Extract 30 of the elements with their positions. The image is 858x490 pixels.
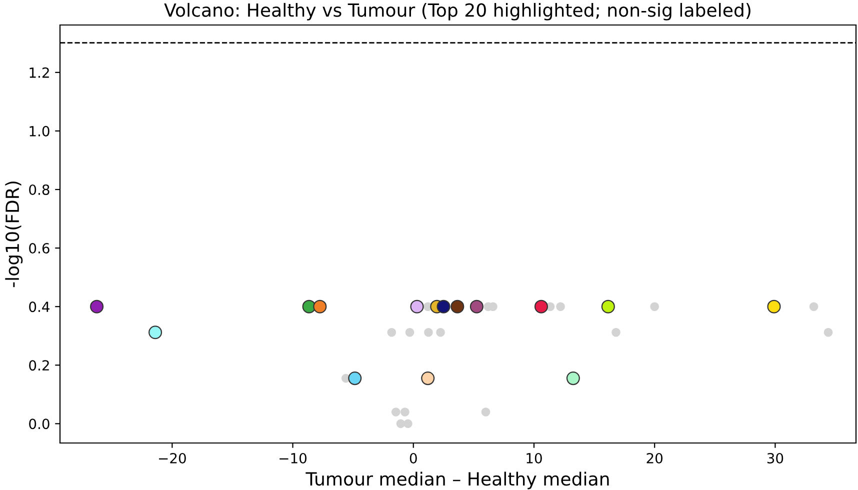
point	[387, 328, 396, 337]
point	[424, 328, 433, 337]
x-tick-label: 0	[410, 452, 417, 464]
x-tick-label: 20	[646, 452, 662, 464]
x-tick-label: 30	[767, 452, 784, 464]
point	[436, 328, 445, 337]
y-tick-label: 1.0	[30, 126, 50, 136]
point	[650, 302, 659, 311]
chart-title: Volcano: Healthy vs Tumour (Top 20 highlighted; non-sig labeled)	[164, 2, 750, 20]
y-tick-label: 0.6	[29, 243, 50, 254]
point	[405, 328, 414, 337]
x-tick-label: 10	[526, 452, 542, 464]
y-tick-label: 0.4	[29, 302, 50, 312]
y-tick-label: 0.2	[29, 360, 49, 371]
y-tick-label: 0.8	[29, 184, 50, 195]
y-tick-label: 0.0	[29, 418, 50, 430]
point	[400, 408, 410, 416]
point	[481, 408, 490, 416]
point	[824, 328, 833, 337]
y-tick-label: 1.2	[30, 67, 49, 78]
x-tick-label: −10	[280, 452, 306, 464]
point	[404, 419, 412, 428]
point	[396, 419, 406, 428]
point	[809, 302, 818, 311]
y-axis-title: -log10(FDR)	[5, 182, 23, 288]
point	[556, 302, 565, 311]
x-tick-label: −20	[158, 452, 186, 464]
x-axis-title: Tumour median – Healthy median	[306, 472, 609, 490]
point	[391, 408, 400, 416]
point	[612, 328, 620, 337]
